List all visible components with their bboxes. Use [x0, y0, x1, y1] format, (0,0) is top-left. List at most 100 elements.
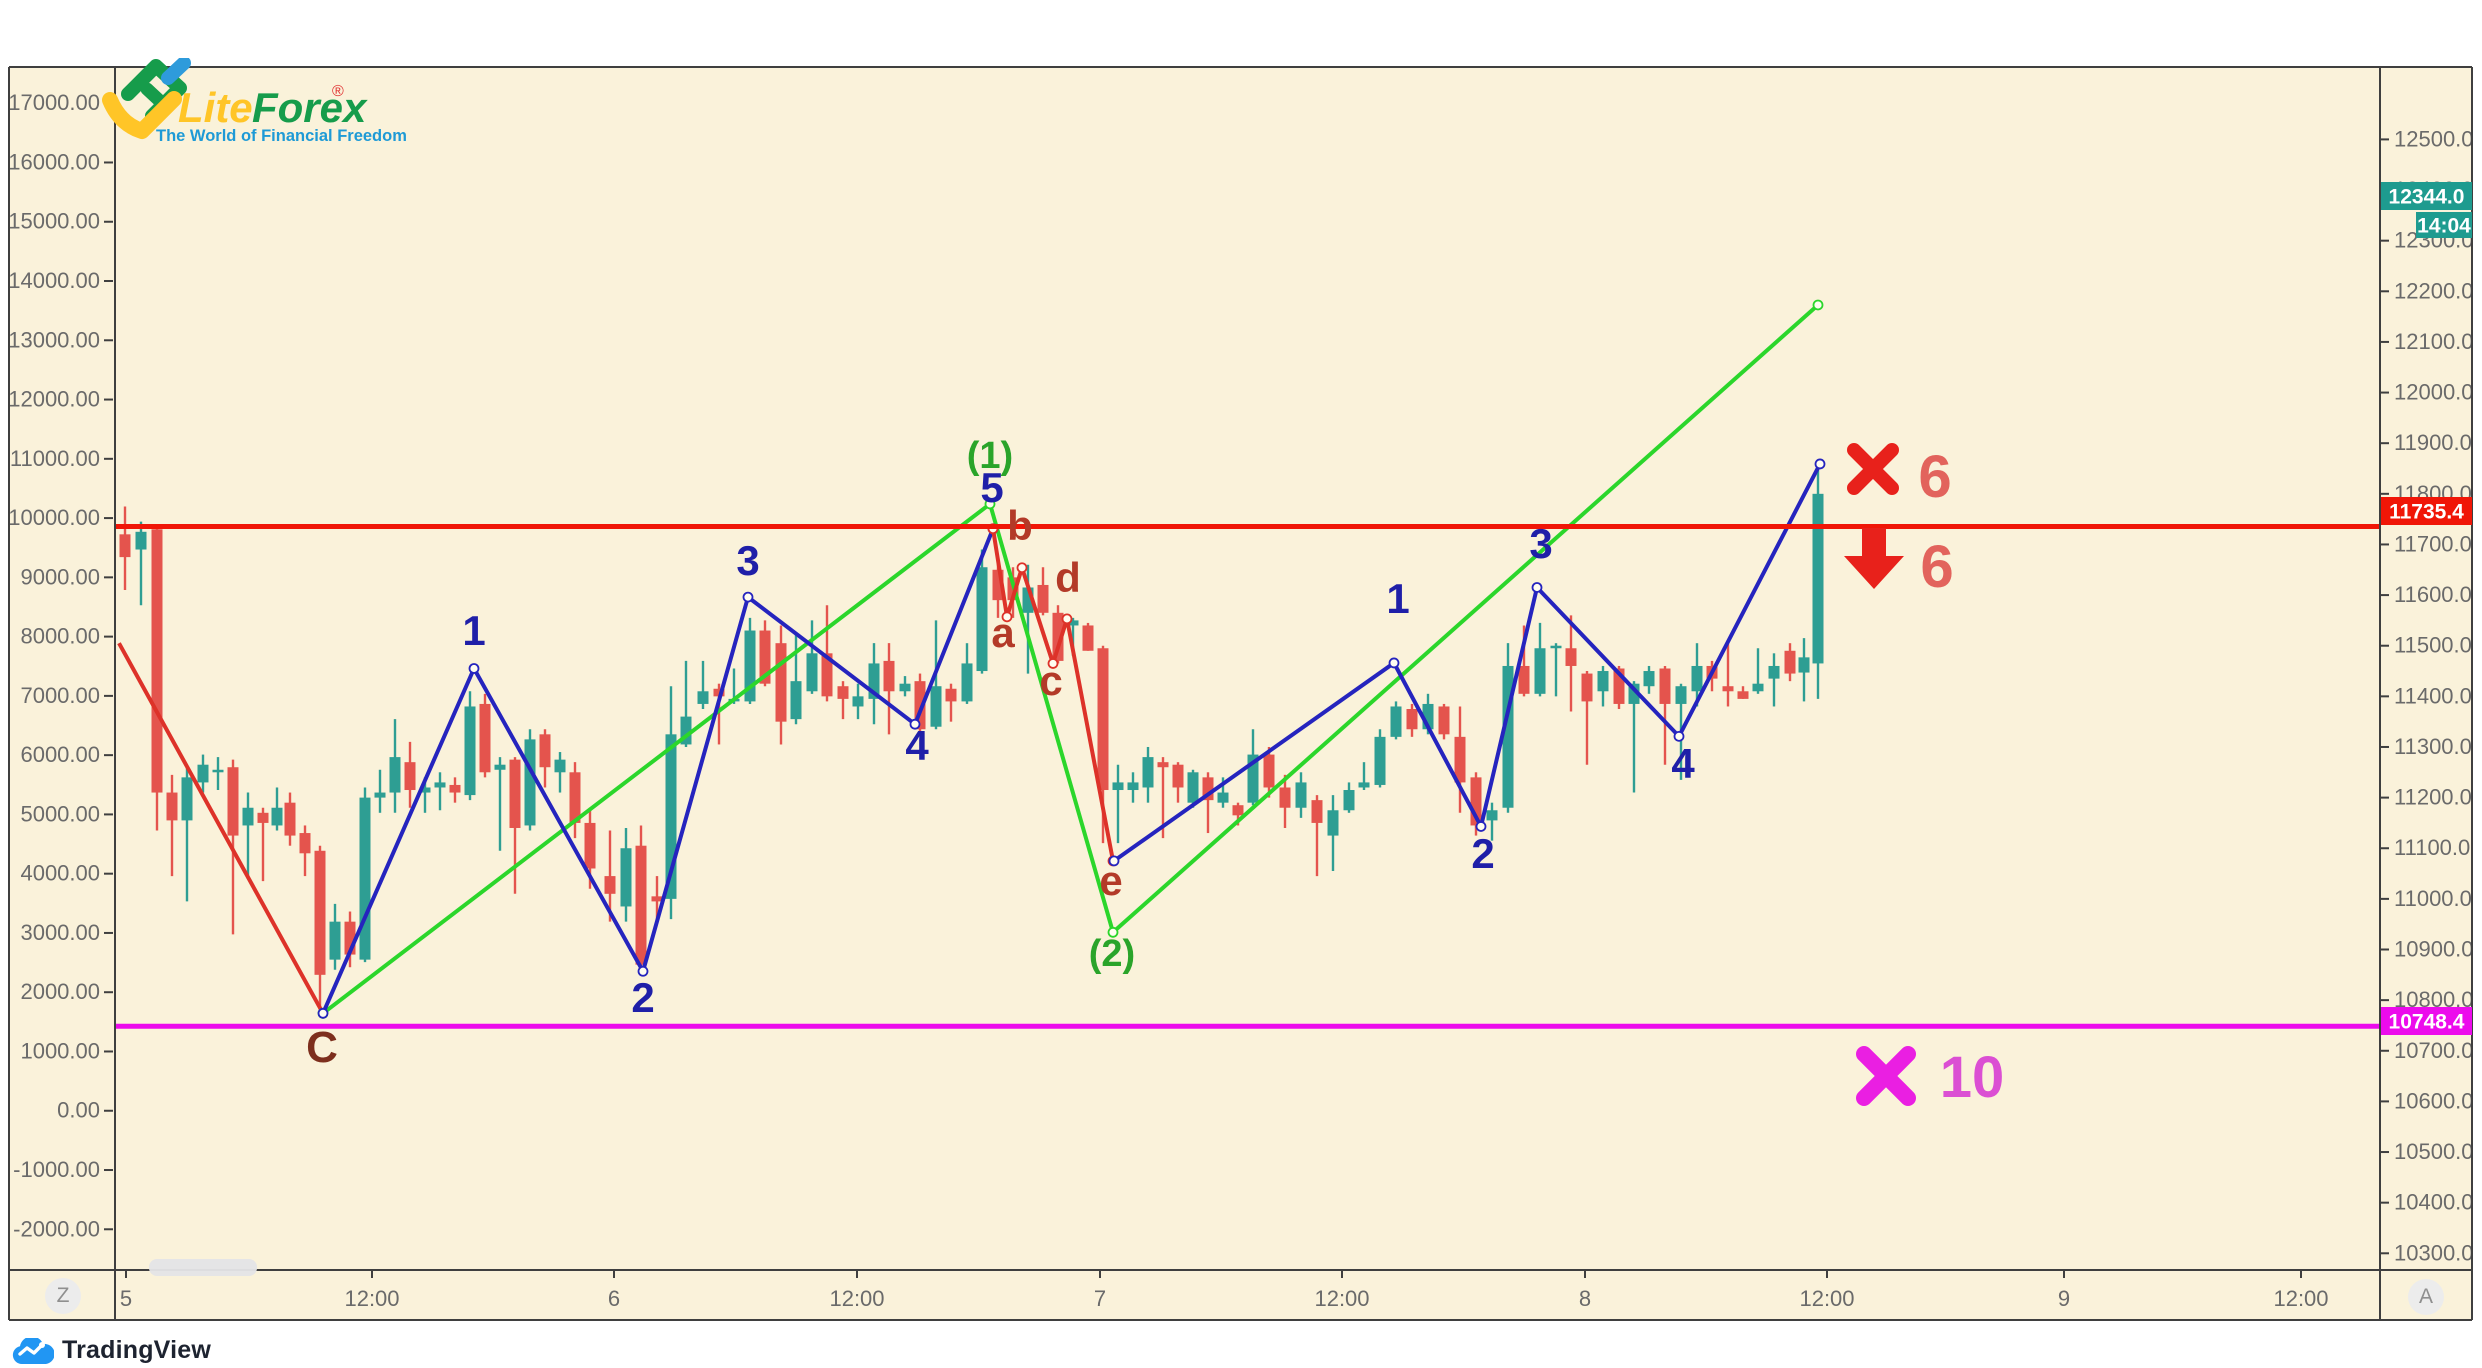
- candle: [1784, 650, 1796, 674]
- blue-wave-1234-vertex[interactable]: [1814, 458, 1826, 470]
- tradingview-attribution[interactable]: TradingView: [12, 1336, 211, 1365]
- candle: [1037, 584, 1049, 613]
- right-axis-label: 11700.0: [2394, 531, 2472, 556]
- wave-label-d[interactable]: d: [1055, 554, 1081, 601]
- wave-label-1[interactable]: 1: [1386, 575, 1409, 622]
- time-axis-label: 12:00: [1314, 1286, 1369, 1311]
- wave-label-e[interactable]: e: [1099, 857, 1122, 904]
- time-axis-label: 8: [1579, 1286, 1591, 1311]
- blue-wave-c12345-vertex[interactable]: [637, 965, 649, 977]
- candle: [665, 734, 677, 899]
- blue-wave-1234-vertex[interactable]: [1673, 730, 1685, 742]
- wave-label-3[interactable]: 3: [1529, 520, 1552, 567]
- cross-icon: [1856, 1046, 1916, 1106]
- candle: [284, 802, 296, 836]
- timezone-button[interactable]: Z: [45, 1278, 81, 1314]
- candle: [883, 660, 895, 692]
- candle: [1067, 620, 1079, 626]
- candle: [1263, 754, 1275, 788]
- candle: [1374, 736, 1386, 785]
- no-cross-at-support[interactable]: 10: [1856, 1045, 2004, 1110]
- wave-label-c[interactable]: c: [1039, 657, 1062, 704]
- wave-label-3[interactable]: 3: [736, 537, 759, 584]
- blue-wave-1234-line[interactable]: [1112, 463, 1822, 863]
- left-axis-label: -2000.00: [13, 1216, 100, 1241]
- badge-text: 14:04: [2417, 215, 2471, 238]
- wave-label-2[interactable]: 2: [631, 974, 654, 1021]
- candle: [790, 681, 802, 720]
- candle: [1565, 648, 1577, 666]
- blue-wave-1234-vertex[interactable]: [1108, 855, 1120, 867]
- wave-label-1[interactable]: 1: [462, 607, 485, 654]
- wave-label-1[interactable]: (1): [967, 435, 1013, 477]
- left-axis-label: 12000.00: [8, 387, 100, 412]
- red-downtrend[interactable]: [117, 642, 325, 1015]
- sell-arrow-below-resistance[interactable]: 6: [1844, 528, 1954, 600]
- right-axis-label: 12000.0: [2394, 380, 2474, 405]
- candle: [1659, 668, 1671, 704]
- red-wave-abcde-vertex[interactable]: [1047, 658, 1059, 669]
- wave-label-2[interactable]: (2): [1089, 933, 1135, 975]
- no-cross-above-resistance[interactable]: 6: [1847, 443, 1952, 510]
- wave-label-4[interactable]: 4: [1671, 740, 1695, 787]
- left-axis-label: 11000.00: [10, 446, 100, 471]
- red-downtrend-line[interactable]: [117, 642, 325, 1015]
- green-impulse-vertex[interactable]: [1107, 926, 1119, 938]
- candle: [119, 534, 131, 558]
- blue-wave-1234-vertex[interactable]: [1531, 582, 1543, 593]
- blue-wave-1234-vertex[interactable]: [1388, 657, 1400, 669]
- wave-label-4[interactable]: 4: [905, 722, 929, 769]
- right-axis-label: 11600.0: [2394, 582, 2472, 607]
- candle: [775, 643, 787, 722]
- candle: [1311, 800, 1323, 823]
- cross-icon: [1847, 443, 1899, 495]
- blue-wave-1234-vertex[interactable]: [1475, 821, 1487, 832]
- candle: [1097, 648, 1109, 791]
- left-axis-label: 14000.00: [8, 268, 100, 293]
- left-axis-label: 1000.00: [20, 1038, 100, 1063]
- time-axis-label: 7: [1094, 1286, 1106, 1311]
- wave-label-b[interactable]: b: [1007, 502, 1033, 549]
- wave-labels: C 1 2 3 4 5 a b c d e (1) (2) 1 2 3 4: [306, 435, 1695, 1072]
- candle: [329, 921, 341, 960]
- red-wave-abcde-vertex[interactable]: [1061, 613, 1073, 625]
- blue-wave-1234[interactable]: [1108, 458, 1826, 867]
- auto-scale-button[interactable]: A: [2408, 1279, 2444, 1315]
- blue-wave-c12345-vertex[interactable]: [909, 718, 921, 730]
- candle: [837, 686, 849, 699]
- wave-label-2[interactable]: 2: [1471, 830, 1494, 877]
- resistance-price-badge: 11735.4: [2381, 497, 2472, 525]
- left-price-axis[interactable]: 17000.00 16000.00 15000.00 14000.00 13000.00…: [8, 90, 113, 1241]
- wave-label-a[interactable]: a: [991, 609, 1015, 656]
- green-impulse-line[interactable]: [321, 303, 1820, 1015]
- red-wave-abcde-line[interactable]: [991, 528, 1115, 862]
- blue-wave-c12345[interactable]: [317, 523, 999, 1019]
- candle: [271, 807, 283, 826]
- green-impulse-vertex[interactable]: [984, 498, 996, 510]
- green-impulse-vertex[interactable]: [1812, 299, 1824, 311]
- candle: [1279, 787, 1291, 808]
- red-wave-abcde-vertex[interactable]: [1001, 611, 1013, 623]
- wave-label-C[interactable]: C: [306, 1023, 338, 1072]
- candle: [554, 759, 566, 773]
- blue-wave-c12345-vertex[interactable]: [468, 663, 480, 674]
- right-axis-label: 11900.0: [2394, 430, 2472, 455]
- right-price-axis[interactable]: 12500.012400.012300.012200.012100.012000…: [2381, 126, 2474, 1265]
- candle: [434, 782, 446, 788]
- blue-wave-c12345-vertex[interactable]: [317, 1007, 329, 1019]
- annotations: 6 6 10: [1844, 443, 2004, 1110]
- time-axis[interactable]: 5 12:00 6 12:00 7 12:00 8 12:00 9 12:00: [120, 1270, 2329, 1311]
- red-wave-abcde-vertex[interactable]: [1016, 562, 1028, 574]
- candle: [374, 792, 386, 798]
- candle: [1202, 777, 1214, 801]
- candle: [389, 757, 401, 793]
- annotation-count: 6: [1918, 443, 1951, 510]
- tradingview-brand-text: TradingView: [62, 1336, 212, 1364]
- blue-wave-c12345-line[interactable]: [321, 528, 995, 1015]
- annotation-count: 6: [1920, 533, 1953, 600]
- wave-label-5[interactable]: 5: [980, 464, 1003, 511]
- blue-wave-c12345-vertex[interactable]: [742, 591, 754, 603]
- left-axis-label: 2000.00: [20, 979, 100, 1004]
